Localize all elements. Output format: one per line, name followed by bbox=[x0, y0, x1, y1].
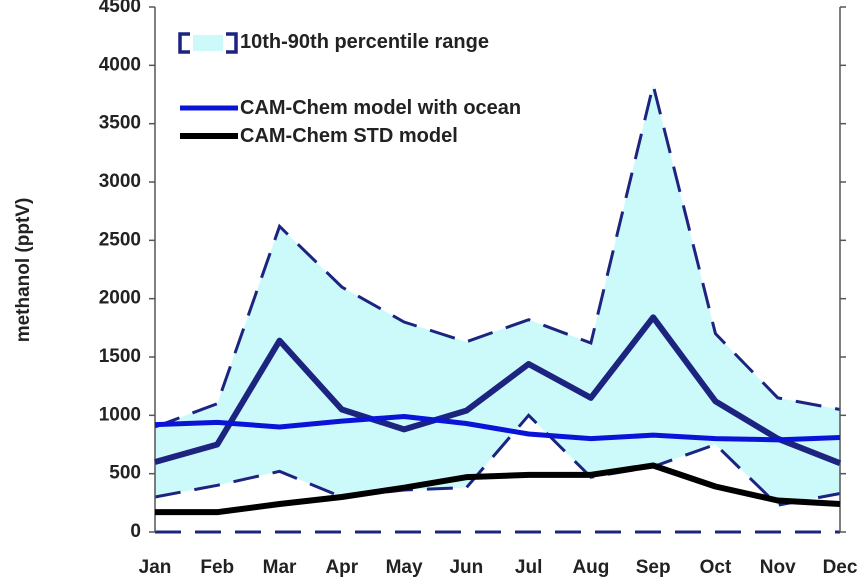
y-tick-label: 4500 bbox=[99, 0, 141, 17]
x-tick-label: Aug bbox=[572, 557, 609, 578]
y-tick-label: 1500 bbox=[99, 346, 141, 367]
percentile-lower bbox=[154, 413, 841, 507]
line-series bbox=[155, 462, 841, 516]
x-tick-label: Jul bbox=[515, 557, 542, 578]
y-tick-label: 0 bbox=[130, 521, 141, 542]
line-series bbox=[154, 314, 842, 466]
x-tick-label: Nov bbox=[760, 557, 796, 578]
y-tick-label: 3500 bbox=[99, 113, 141, 134]
x-tick-label: Jan bbox=[139, 557, 172, 578]
x-tick-label: Apr bbox=[325, 557, 358, 578]
x-tick-label: Oct bbox=[700, 557, 732, 578]
legend-label: CAM-Chem model with ocean bbox=[240, 97, 522, 119]
legend-label: CAM-Chem STD model bbox=[240, 125, 458, 147]
y-tick-label: 500 bbox=[109, 463, 141, 484]
x-tick-label: May bbox=[386, 557, 423, 578]
legend-label: 10th-90th percentile range bbox=[240, 31, 489, 53]
y-tick-label: 2500 bbox=[99, 229, 141, 250]
percentile-band bbox=[155, 85, 840, 506]
y-tick-label: 2000 bbox=[99, 288, 141, 309]
legend-swatch bbox=[178, 32, 238, 54]
x-tick-label: Jun bbox=[449, 557, 483, 578]
y-tick-label: 4000 bbox=[99, 54, 141, 75]
line-series bbox=[154, 414, 841, 443]
percentile-upper bbox=[154, 84, 841, 429]
y-axis-label: methanol (pptV) bbox=[13, 198, 34, 343]
legend-swatch-fill bbox=[193, 35, 223, 51]
x-tick-label: Mar bbox=[263, 557, 297, 578]
x-tick-label: Feb bbox=[200, 557, 234, 578]
y-tick-label: 1000 bbox=[99, 404, 141, 425]
x-tick-label: Dec bbox=[823, 557, 858, 578]
x-tick-label: Sep bbox=[636, 557, 671, 578]
y-tick-label: 3000 bbox=[99, 171, 141, 192]
